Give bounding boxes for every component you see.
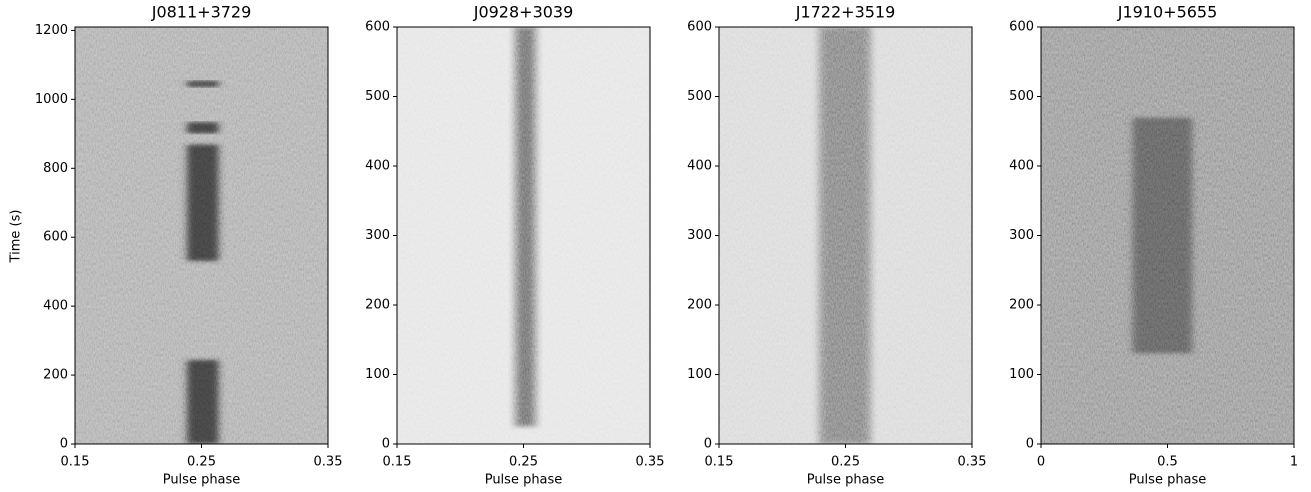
y-tick-label: 500: [1009, 89, 1034, 104]
x-tick-label: 0.35: [636, 455, 665, 470]
y-tick-label: 300: [365, 228, 390, 243]
y-tick-label: 0: [704, 437, 712, 452]
x-tick-label: 0.35: [314, 455, 343, 470]
x-tick-label: 0.15: [383, 455, 412, 470]
plot-area: [719, 27, 972, 444]
y-tick-label: 800: [43, 161, 68, 176]
x-tick-label: 0.5: [1157, 455, 1178, 470]
x-axis-label: Pulse phase: [485, 473, 563, 488]
y-tick-label: 0: [382, 437, 390, 452]
x-tick-label: 0: [1037, 455, 1045, 470]
y-tick-label: 600: [365, 20, 390, 35]
y-tick-label: 200: [43, 368, 68, 383]
y-tick-label: 0: [60, 437, 68, 452]
x-tick-label: 0.25: [187, 455, 216, 470]
x-tick-label: 0.15: [705, 455, 734, 470]
y-axis-label: Time (s): [9, 210, 24, 264]
plot-area: [1041, 27, 1294, 444]
x-tick-label: 0.25: [831, 455, 860, 470]
y-tick-label: 100: [687, 367, 712, 382]
y-tick-label: 1200: [35, 23, 68, 38]
noise: [1041, 27, 1294, 444]
y-tick-label: 300: [1009, 228, 1034, 243]
x-axis-label: Pulse phase: [163, 473, 241, 488]
noise: [75, 27, 328, 444]
y-tick-label: 100: [365, 367, 390, 382]
panel-title: J0811+3729: [151, 3, 252, 22]
plot-area: [75, 27, 328, 444]
plot-area: [397, 27, 650, 444]
y-tick-label: 600: [43, 230, 68, 245]
x-axis-label: Pulse phase: [807, 473, 885, 488]
y-tick-label: 600: [1009, 20, 1034, 35]
x-tick-label: 1: [1290, 455, 1298, 470]
y-tick-label: 400: [1009, 159, 1034, 174]
y-tick-label: 200: [687, 298, 712, 313]
x-tick-label: 0.25: [509, 455, 538, 470]
y-tick-label: 100: [1009, 367, 1034, 382]
y-tick-label: 300: [687, 228, 712, 243]
y-tick-label: 200: [1009, 298, 1034, 313]
x-tick-label: 0.35: [958, 455, 987, 470]
x-tick-label: 0.15: [61, 455, 90, 470]
noise: [397, 27, 650, 444]
x-axis-label: Pulse phase: [1129, 473, 1207, 488]
panel-title: J0928+3039: [473, 3, 574, 22]
panel-title: J1722+3519: [795, 3, 896, 22]
y-tick-label: 500: [687, 89, 712, 104]
y-tick-label: 400: [43, 299, 68, 314]
y-tick-label: 1000: [35, 92, 68, 107]
y-tick-label: 400: [365, 159, 390, 174]
y-tick-label: 400: [687, 159, 712, 174]
y-tick-label: 200: [365, 298, 390, 313]
y-tick-label: 500: [365, 89, 390, 104]
noise: [719, 27, 972, 444]
y-tick-label: 0: [1026, 437, 1034, 452]
y-tick-label: 600: [687, 20, 712, 35]
panel-title: J1910+5655: [1117, 3, 1218, 22]
